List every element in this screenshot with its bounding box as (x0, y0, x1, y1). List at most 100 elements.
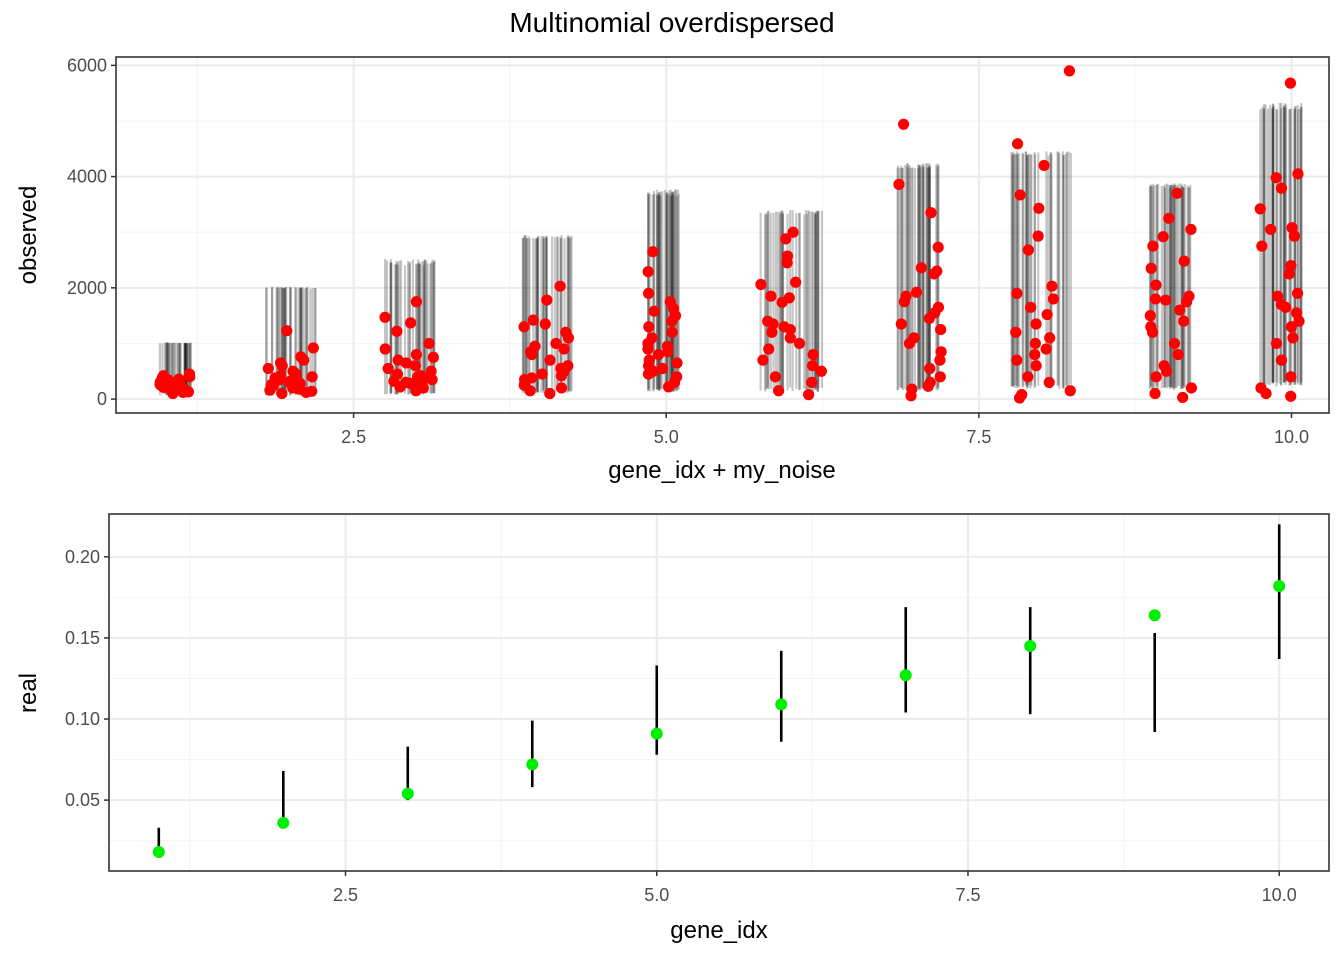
observed-point (1160, 294, 1172, 306)
observed-point (934, 354, 946, 366)
top-x-axis-ticks: 2.5 5.0 7.5 10.0 (341, 413, 1309, 447)
observed-point (652, 348, 665, 361)
observed-point (666, 326, 678, 338)
observed-point (780, 233, 792, 245)
bottom-x-axis-ticks: 2.5 5.0 7.5 10.0 (333, 871, 1297, 905)
observed-point (423, 337, 435, 350)
observed-point (1047, 293, 1060, 305)
observed-point (763, 343, 775, 355)
observed-point (298, 354, 310, 366)
observed-point (391, 325, 403, 337)
observed-point (1040, 343, 1052, 355)
observed-point (183, 368, 196, 380)
observed-point (934, 371, 946, 383)
observed-point (1014, 189, 1026, 201)
bottom-real-points (152, 580, 1286, 859)
observed-point (405, 317, 417, 329)
observed-point (897, 118, 910, 130)
observed-point (1270, 337, 1283, 350)
real-point (152, 846, 165, 859)
observed-point (815, 365, 827, 377)
observed-point (562, 332, 575, 344)
observed-point (784, 323, 796, 336)
observed-point (1163, 212, 1175, 224)
observed-point (1168, 337, 1181, 350)
observed-point (1032, 230, 1044, 242)
observed-point (1285, 259, 1297, 272)
observed-point (536, 368, 548, 380)
observed-point (526, 348, 538, 361)
observed-point (803, 389, 815, 401)
observed-point (806, 360, 819, 372)
observed-point (769, 371, 782, 383)
observed-point (662, 346, 674, 358)
observed-point (1041, 308, 1053, 321)
observed-point (647, 246, 659, 258)
observed-point (935, 323, 947, 336)
observed-point (558, 343, 570, 355)
observed-point (1160, 365, 1173, 377)
observed-point (264, 384, 276, 396)
observed-point (1181, 296, 1193, 308)
observed-point (923, 312, 935, 325)
observed-point (1150, 371, 1162, 383)
bottom-panel-background (109, 514, 1329, 871)
real-point (899, 669, 912, 682)
observed-point (642, 287, 655, 300)
top-x-tick-label: 5.0 (654, 427, 679, 447)
observed-point (427, 351, 439, 363)
observed-point (773, 385, 785, 397)
observed-point (544, 387, 556, 400)
observed-point (307, 342, 319, 354)
observed-point (1022, 244, 1034, 256)
observed-point (1146, 326, 1159, 338)
observed-point (1292, 168, 1304, 180)
observed-point (1171, 187, 1183, 199)
observed-point (1147, 240, 1159, 252)
bottom-gridlines (109, 514, 1329, 871)
top-y-tick-label: 2000 (67, 278, 107, 298)
observed-point (1157, 231, 1169, 243)
top-y-axis-title: observed (15, 186, 42, 285)
top-y-tick-label: 0 (97, 389, 107, 409)
observed-point (1064, 385, 1076, 397)
observed-point (1265, 223, 1277, 236)
observed-point (932, 241, 944, 253)
observed-point (1284, 77, 1297, 89)
observed-point (555, 382, 568, 394)
observed-point (524, 385, 536, 397)
observed-point (1145, 262, 1157, 274)
observed-point (1291, 287, 1304, 300)
bottom-y-tick-label: 0.15 (65, 628, 100, 648)
observed-point (400, 357, 412, 369)
real-point (775, 698, 788, 711)
observed-point (935, 346, 947, 358)
observed-point (1174, 304, 1186, 316)
observed-point (1144, 310, 1156, 322)
observed-point (1029, 348, 1041, 361)
bottom-y-axis-title: real (15, 673, 42, 713)
observed-point (426, 374, 438, 386)
bottom-x-axis-title: gene_idx (670, 917, 767, 944)
observed-point (1260, 387, 1272, 400)
chart-title: Multinomial overdispersed (509, 7, 834, 38)
observed-point (382, 362, 394, 375)
observed-point (276, 387, 288, 400)
observed-point (915, 262, 927, 274)
observed-point (1177, 391, 1189, 404)
observed-point (642, 368, 655, 380)
real-point (650, 727, 663, 740)
observed-point (1011, 138, 1024, 150)
observed-point (1283, 268, 1295, 280)
observed-point (262, 362, 274, 375)
observed-point (555, 370, 567, 382)
observed-point (1046, 280, 1058, 292)
top-x-axis-title: gene_idx + my_noise (608, 457, 835, 484)
observed-point (1280, 301, 1292, 313)
observed-point (1149, 387, 1161, 400)
observed-point (905, 390, 917, 402)
observed-point (903, 337, 916, 350)
top-x-tick-label: 2.5 (341, 427, 366, 447)
observed-point (781, 257, 793, 269)
observed-point (173, 381, 185, 393)
